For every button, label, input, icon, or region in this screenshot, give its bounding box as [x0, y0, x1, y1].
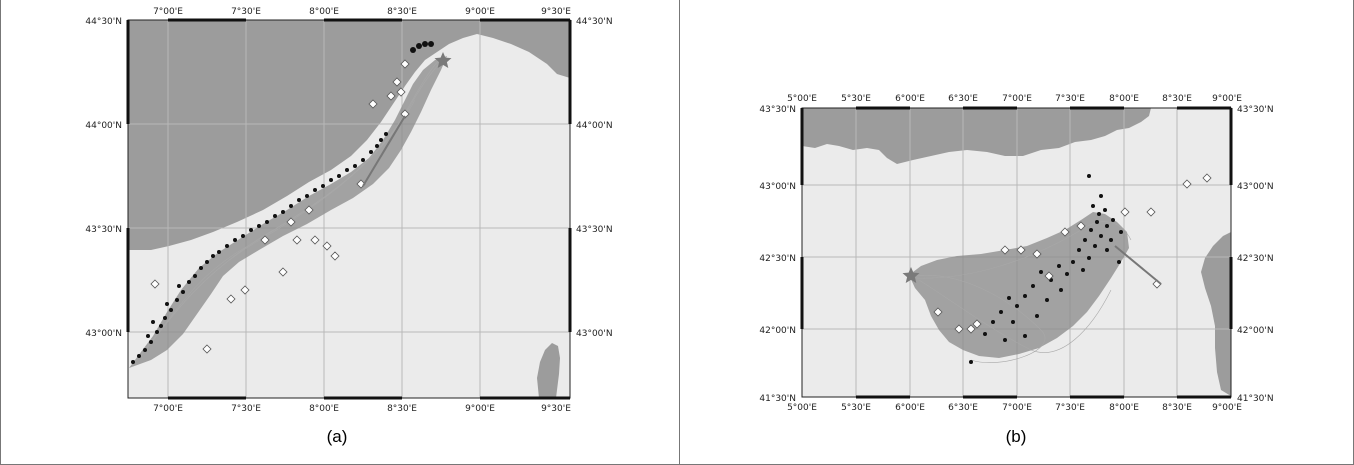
panel-a-right-ticks: 44°30'N 44°00'N 43°30'N 43°00'N	[576, 17, 613, 339]
tick-label: 7°30'E	[1055, 94, 1085, 104]
tick-label: 41°30'N	[759, 394, 796, 404]
tick-label: 43°00'N	[85, 329, 122, 339]
tick-label: 42°00'N	[1237, 326, 1274, 336]
panel-divider	[679, 0, 680, 465]
tick-label: 6°30'E	[948, 403, 978, 413]
tick-label: 7°00'E	[153, 7, 183, 17]
tick-label: 6°00'E	[895, 94, 925, 104]
tick-label: 42°00'N	[759, 326, 796, 336]
panel-a-frame-ruler	[126, 18, 572, 400]
tick-label: 5°30'E	[841, 94, 871, 104]
panel-b-trajectory-spread	[909, 212, 1129, 358]
panel-a-bottom-ticks: 7°00'E 7°30'E 8°00'E 8°30'E 9°00'E 9°30'…	[153, 404, 571, 414]
tick-label: 44°00'N	[576, 121, 613, 131]
tick-label: 42°30'N	[1237, 254, 1274, 264]
tick-label: 9°30'E	[541, 404, 571, 414]
panel-b-map	[800, 106, 1233, 399]
tick-label: 43°00'N	[759, 182, 796, 192]
panel-b-land-france	[802, 108, 1151, 164]
tick-label: 43°30'N	[85, 225, 122, 235]
panel-b-trajectory-lines	[912, 221, 1132, 363]
tick-label: 7°30'E	[231, 404, 261, 414]
tick-label: 5°00'E	[787, 94, 817, 104]
tick-label: 43°00'N	[576, 329, 613, 339]
tick-label: 5°30'E	[841, 403, 871, 413]
tick-label: 5°00'E	[787, 403, 817, 413]
tick-label: 8°00'E	[309, 7, 339, 17]
panel-b-top-ticks: 5°00'E 5°30'E 6°00'E 6°30'E 7°00'E 7°30'…	[787, 94, 1242, 104]
panel-a-drift-vector	[362, 115, 406, 187]
tick-label: 44°30'N	[576, 17, 613, 27]
panel-a-trajectory-spread	[129, 56, 447, 368]
panel-a-land-corsica	[537, 343, 560, 398]
tick-label: 9°00'E	[465, 7, 495, 17]
tick-label: 7°30'E	[1055, 403, 1085, 413]
tick-label: 6°30'E	[948, 94, 978, 104]
panel-a-observations	[150, 59, 410, 354]
tick-label: 43°00'N	[1237, 182, 1274, 192]
tick-label: 8°30'E	[387, 7, 417, 17]
panel-a-top-ticks: 7°00'E 7°30'E 8°00'E 8°30'E 9°00'E 9°30'…	[153, 7, 571, 17]
panel-b-left-ticks: 43°30'N 43°00'N 42°30'N 42°00'N 41°30'N	[759, 105, 796, 404]
panel-a-particles	[131, 41, 434, 364]
panel-a-left-ticks: 44°30'N 44°00'N 43°30'N 43°00'N	[85, 17, 122, 339]
panel-b-release-star	[902, 267, 920, 283]
panel-b-land-corsica	[1201, 232, 1231, 396]
tick-label: 8°30'E	[1162, 403, 1192, 413]
tick-label: 8°00'E	[1109, 94, 1139, 104]
panel-a-land-liguria	[128, 20, 570, 250]
tick-label: 7°00'E	[153, 404, 183, 414]
panel-b-frame-ruler	[800, 106, 1233, 399]
panel-b-observations	[933, 173, 1212, 334]
tick-label: 43°30'N	[1237, 105, 1274, 115]
panel-b-right-ticks: 43°30'N 43°00'N 42°30'N 42°00'N 41°30'N	[1237, 105, 1274, 404]
tick-label: 8°00'E	[1109, 403, 1139, 413]
panel-a-map	[126, 18, 572, 400]
tick-label: 9°00'E	[465, 404, 495, 414]
tick-label: 7°00'E	[1002, 94, 1032, 104]
tick-label: 8°30'E	[387, 404, 417, 414]
panel-a-caption: (a)	[327, 427, 348, 446]
tick-label: 6°00'E	[895, 403, 925, 413]
panel-b-drift-vector	[1114, 245, 1162, 285]
panel-b-particles	[969, 174, 1123, 364]
panel-a-release-star	[434, 52, 452, 68]
tick-label: 8°00'E	[309, 404, 339, 414]
tick-label: 43°30'N	[759, 105, 796, 115]
tick-label: 42°30'N	[759, 254, 796, 264]
tick-label: 44°30'N	[85, 17, 122, 27]
tick-label: 7°30'E	[231, 7, 261, 17]
panel-a: 7°00'E 7°30'E 8°00'E 8°30'E 9°00'E 9°30'…	[85, 7, 612, 446]
tick-label: 41°30'N	[1237, 394, 1274, 404]
panel-b-caption: (b)	[1006, 427, 1027, 446]
tick-label: 7°00'E	[1002, 403, 1032, 413]
tick-label: 9°00'E	[1212, 403, 1242, 413]
tick-label: 9°30'E	[541, 7, 571, 17]
panel-b: 5°00'E 5°30'E 6°00'E 6°30'E 7°00'E 7°30'…	[759, 94, 1273, 446]
tick-label: 44°00'N	[85, 121, 122, 131]
tick-label: 9°00'E	[1212, 94, 1242, 104]
tick-label: 8°30'E	[1162, 94, 1192, 104]
panel-b-bottom-ticks: 5°00'E 5°30'E 6°00'E 6°30'E 7°00'E 7°30'…	[787, 403, 1242, 413]
tick-label: 43°30'N	[576, 225, 613, 235]
